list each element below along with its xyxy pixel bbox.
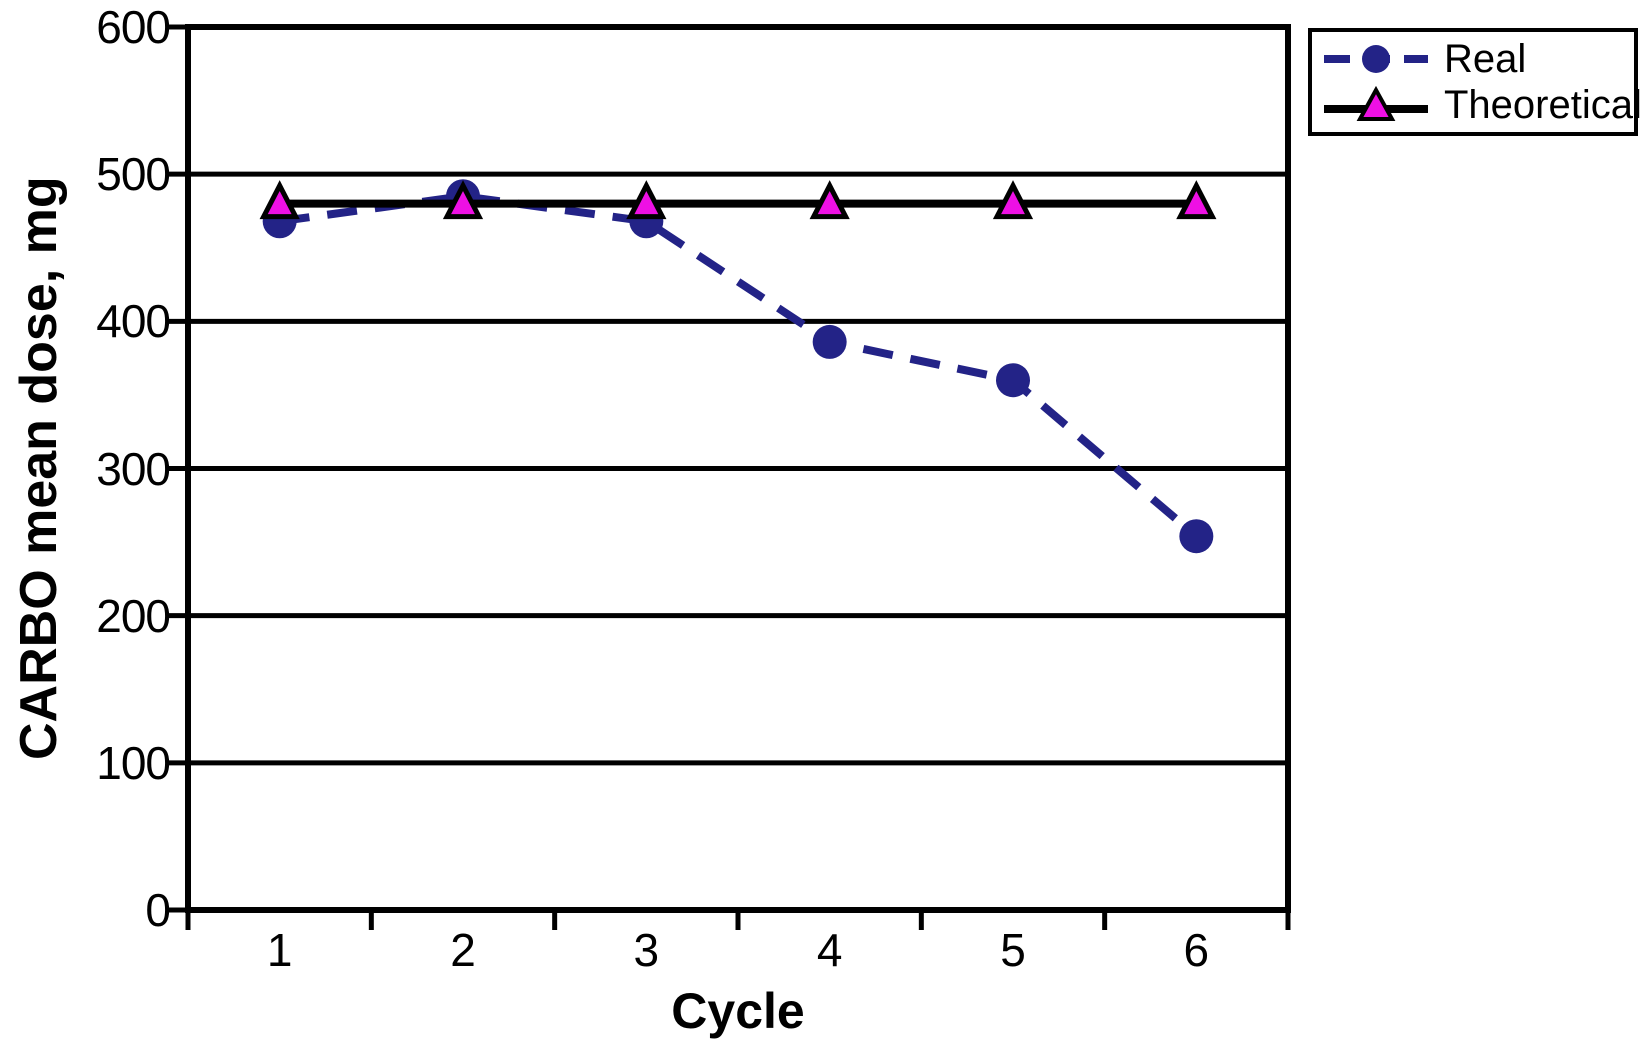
x-tick-label: 1	[266, 924, 293, 976]
plot-border	[185, 24, 1291, 913]
y-tick-label: 200	[96, 589, 171, 642]
y-tick-label: 400	[96, 295, 171, 348]
legend: Real Theoretical	[1308, 28, 1642, 136]
legend-label-real: Real	[1444, 36, 1527, 81]
series-real-line	[279, 192, 1199, 540]
series-theoretical-marker	[809, 180, 850, 220]
y-tick-label: 500	[96, 148, 171, 201]
x-tick-label: 6	[1183, 924, 1210, 976]
y-tick-label: 600	[96, 1, 171, 53]
y-tick-label: 100	[96, 736, 171, 789]
series-theoretical-marker	[1176, 180, 1217, 220]
series-real-marker	[1179, 519, 1214, 554]
x-tick-label: 4	[816, 924, 843, 976]
y-tick-label: 300	[96, 442, 171, 495]
series-real-marker	[812, 324, 847, 359]
theoretical-series-icon	[1324, 85, 1428, 121]
x-tick-label: 5	[1000, 924, 1026, 976]
x-tick-label: 3	[633, 924, 660, 976]
legend-item-theoretical: Theoretical	[1324, 83, 1642, 128]
series-theoretical-marker	[626, 180, 667, 220]
x-tick-label: 2	[450, 924, 476, 976]
legend-label-theoretical: Theoretical	[1444, 82, 1642, 127]
series-theoretical-marker	[442, 180, 484, 220]
real-series-icon	[1324, 45, 1428, 73]
legend-item-real: Real	[1324, 37, 1634, 82]
y-tick-label: 0	[145, 884, 171, 936]
plot-area	[168, 24, 1291, 930]
series-theoretical-marker	[259, 180, 300, 220]
x-axis-title: Cycle	[671, 983, 805, 1039]
series-real-marker	[996, 363, 1030, 398]
series-theoretical-marker	[992, 180, 1034, 220]
